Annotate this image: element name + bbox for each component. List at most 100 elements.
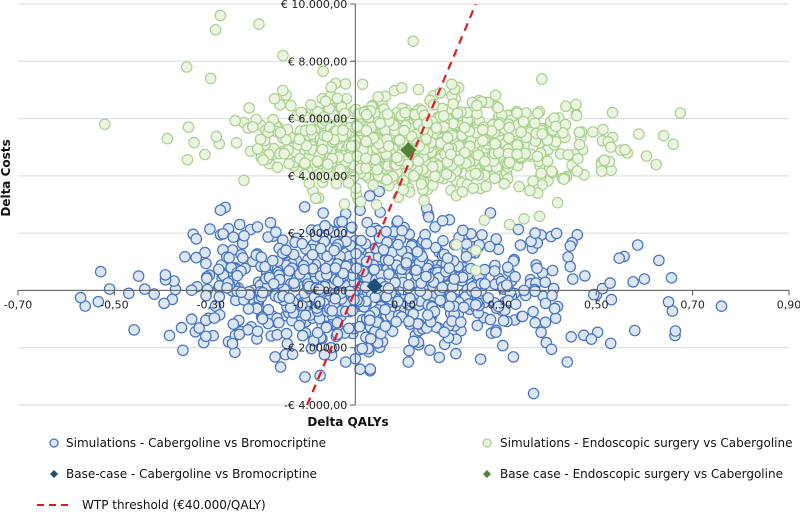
sim-point-s0 [539,297,552,310]
sim-point-s1 [604,141,617,153]
sim-point-s0 [380,225,392,238]
sim-point-s1 [321,130,334,143]
sim-point-s0 [443,262,455,274]
sim-point-s0 [159,269,172,281]
sim-point-s0 [306,248,319,261]
sim-point-s1 [397,183,410,196]
sim-point-s1 [434,87,447,99]
sim-point-s1 [247,121,259,133]
sim-point-s1 [597,123,609,136]
sim-point-s0 [665,271,678,284]
sim-point-s0 [139,283,151,295]
sim-point-s0 [445,290,457,303]
sim-point-s1 [531,107,544,120]
sim-point-s1 [407,170,420,182]
sim-point-s0 [353,320,366,333]
sim-point-s0 [483,240,496,253]
sim-point-s1 [374,117,386,130]
sim-point-s0 [403,344,415,357]
x-tick-label-6: 0,50 [584,298,609,311]
sim-point-s0 [382,254,395,267]
sim-point-s0 [356,342,369,355]
sim-point-s1 [606,106,619,119]
sim-point-s0 [123,287,135,300]
legend-label-wtp: WTP threshold (€40.000/QALY) [82,498,266,512]
sim-point-s0 [565,330,577,343]
sim-point-s1 [549,120,562,133]
sim-point-s0 [571,229,584,241]
sim-point-s0 [392,238,404,251]
base-case-point-s3 [400,142,417,159]
sim-point-s0 [200,330,212,343]
sim-point-s0 [313,283,325,296]
sim-point-s0 [529,285,541,298]
tick-labels: -0,70 -0,50 -0,30 -0,10 0,10 0,30 0,50 0,70 0,90… [4,0,800,412]
sim-point-s1 [437,110,450,122]
sim-point-s0 [420,238,433,250]
sim-point-s0 [471,319,484,332]
sim-point-s0 [256,313,269,325]
wtp-threshold-line [306,3,477,406]
sim-point-s0 [280,327,293,340]
sim-point-s1 [573,138,586,151]
sim-point-s0 [662,296,675,308]
sim-point-s1 [479,155,491,168]
sim-point-s1 [619,143,631,156]
sim-point-s0 [484,313,497,326]
sim-point-s0 [103,283,116,295]
sim-point-s0 [605,293,618,306]
sim-point-s0 [128,324,140,336]
sim-point-s1 [480,180,492,193]
sim-point-s1 [447,98,459,110]
sim-point-s1 [338,107,351,120]
sim-point-s0 [454,316,467,328]
sim-point-s0 [535,326,547,339]
wtp-threshold-layer [306,3,477,406]
sim-point-s1 [393,134,406,146]
sim-point-s1 [398,124,410,137]
sim-point-s0 [200,257,212,270]
sim-point-s1 [572,152,584,165]
y-tick-label-0: -€ 4.000,00 [284,399,347,412]
axes [17,3,790,406]
sim-point-s0 [546,289,558,302]
legend-item-sim-caber-brom: Simulations - Cabergoline vs Bromocripti… [49,436,326,450]
sim-point-s0 [438,326,450,338]
sim-point-s1 [536,128,548,140]
sim-point-s1 [278,147,290,160]
legend-marker-sim-endo-caber [482,438,492,448]
sim-point-s1 [285,99,297,112]
y-tick-label-2: € 0,00 [312,284,347,297]
sim-point-s0 [382,282,395,295]
sim-point-s0 [363,314,376,326]
sim-point-s0 [501,261,514,274]
sim-point-s0 [604,337,617,350]
sim-point-s1 [450,238,463,251]
sim-point-s1 [317,65,329,78]
sim-point-s1 [524,184,536,197]
sim-point-s1 [369,153,382,166]
sim-point-s0 [212,263,225,276]
sim-point-s0 [313,295,326,308]
simulation-points [74,9,728,400]
sim-point-s1 [98,118,111,131]
sim-point-s1 [535,167,547,179]
sim-point-s1 [551,196,564,209]
sim-point-s0 [529,227,541,239]
sim-point-s1 [444,148,457,161]
sim-point-s0 [509,270,521,283]
sim-point-s1 [321,158,334,170]
sim-point-s0 [283,265,295,277]
sim-point-s1 [412,155,424,167]
sim-point-s1 [571,165,583,177]
sim-point-s0 [383,268,395,280]
sim-point-s1 [182,121,195,133]
sim-point-s0 [255,251,268,264]
sim-point-s1 [382,140,395,152]
y-tick-label-1: -€ 2.000,00 [284,342,347,355]
sim-point-s0 [377,244,390,256]
sim-point-s1 [511,107,523,119]
sim-point-s0 [433,351,446,364]
sim-point-s1 [545,165,558,178]
sim-point-s0 [132,270,145,282]
